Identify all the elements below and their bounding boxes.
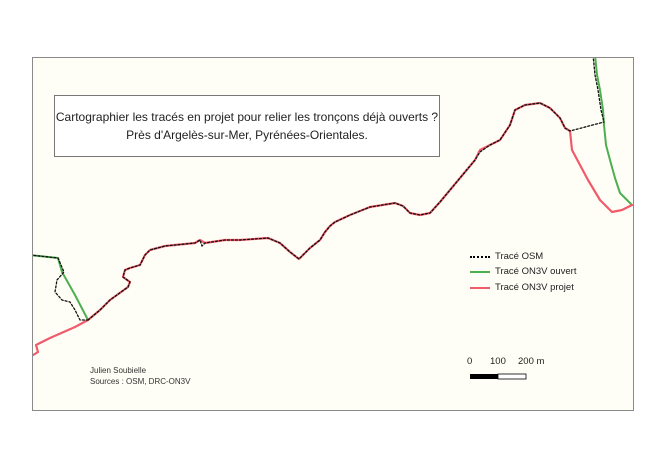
on3v-open-track-left: [33, 254, 89, 321]
legend-item-open: Tracé ON3V ouvert: [470, 266, 576, 277]
legend-item-project: Tracé ON3V projet: [470, 282, 574, 293]
legend-label: Tracé ON3V ouvert: [495, 266, 577, 277]
red-line-swatch-icon: [470, 286, 490, 289]
scale-label-100: 100: [490, 356, 506, 367]
scale-label-200: 200 m: [518, 356, 545, 367]
osm-track-main: [87, 102, 605, 321]
osm-track-right: [592, 58, 605, 123]
credit-author: Julien Soubielle: [90, 366, 147, 375]
map-title-box: Cartographier les tracés en projet pour …: [54, 95, 440, 157]
legend-label: Tracé OSM: [495, 251, 544, 262]
scale-bar-white: [497, 373, 527, 380]
credit-sources: Sources : OSM, DRC-ON3V: [90, 377, 191, 386]
legend-item-osm: Tracé OSM: [470, 251, 543, 262]
dotted-line-swatch-icon: [470, 255, 490, 258]
scale-label-0: 0: [467, 356, 473, 367]
green-line-swatch-icon: [470, 270, 490, 273]
map-title: Cartographier les tracés en projet pour …: [55, 110, 439, 124]
on3v-project-track-right: [568, 129, 633, 214]
osm-track-left: [33, 254, 89, 321]
scale-bar-black: [470, 374, 498, 379]
legend-label: Tracé ON3V projet: [495, 282, 574, 293]
map-subtitle: Près d'Argelès-sur-Mer, Pyrénées-Orienta…: [126, 128, 368, 142]
on3v-open-track-right: [594, 58, 633, 206]
